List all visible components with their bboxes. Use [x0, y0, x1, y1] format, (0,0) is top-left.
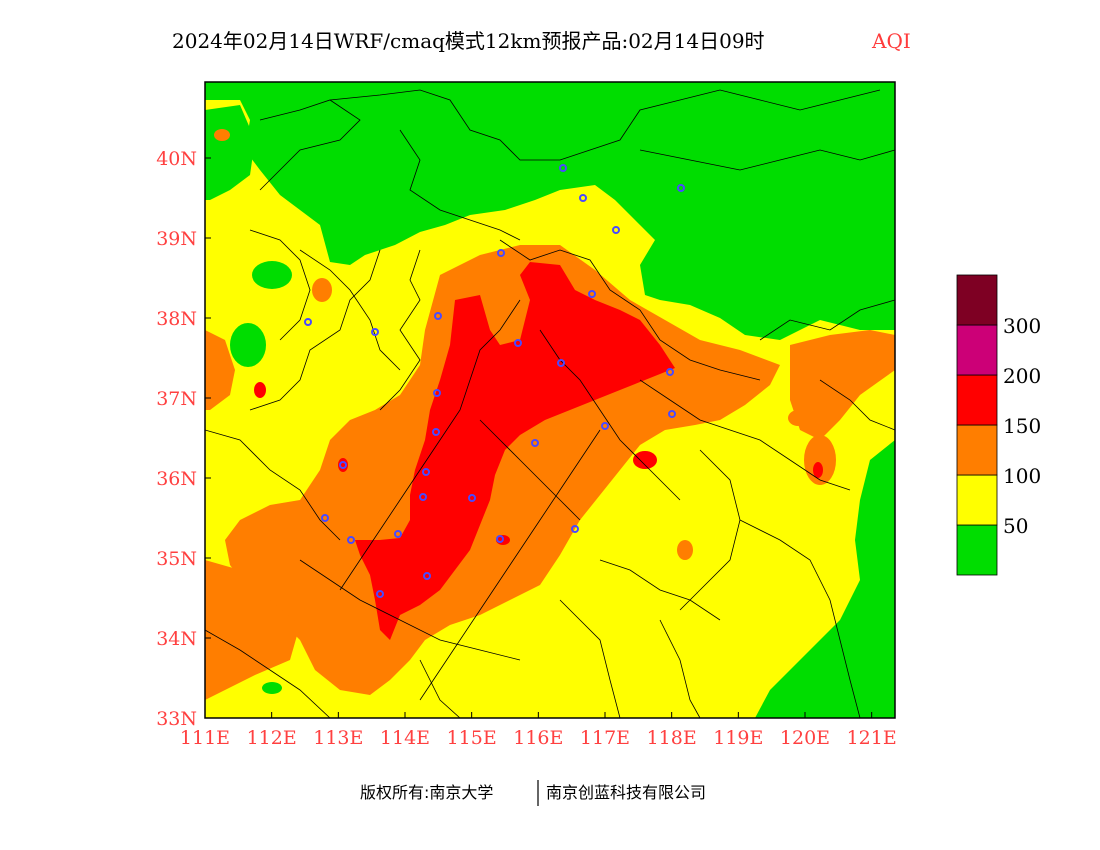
station-marker [419, 493, 427, 501]
copyright-credit: 版权所有:南京大学 [360, 783, 493, 802]
variable-label: AQI [871, 29, 911, 53]
admin-boundaries [205, 89, 895, 718]
y-tick-label: 40N [156, 148, 197, 170]
station-marker [423, 572, 431, 580]
aqi-zone-unhealthy-blob [633, 451, 657, 469]
legend-swatch [956, 474, 998, 526]
station-marker [514, 339, 522, 347]
aqi-zone-usg-east [790, 330, 895, 440]
station-marker [434, 312, 442, 320]
station-marker [347, 536, 355, 544]
x-tick-label: 115E [447, 727, 497, 749]
aqi-zone-good-north [205, 82, 895, 340]
station-marker [677, 184, 685, 192]
legend-label: 300 [1003, 314, 1041, 338]
station-marker [432, 428, 440, 436]
station-marker [497, 249, 505, 257]
station-marker [557, 359, 565, 367]
x-tick-label: 117E [580, 727, 630, 749]
aqi-zone-usg-blob [788, 410, 808, 426]
legend-label: 200 [1003, 364, 1041, 388]
legend-label: 50 [1003, 514, 1028, 538]
station-marker [468, 494, 476, 502]
aqi-zone-usg-blob [804, 435, 836, 485]
station-marker [531, 439, 539, 447]
figure-title: 2024年02月14日WRF/cmaq模式12km预报产品:02月14日09时 [172, 29, 765, 53]
y-tick-label: 34N [156, 628, 197, 650]
station-marker [666, 368, 674, 376]
legend-label: 150 [1003, 414, 1041, 438]
station-marker [433, 389, 441, 397]
aqi-color-legend: 50 100 150 200 300 [956, 274, 1041, 576]
x-tick-label: 119E [713, 727, 763, 749]
y-axis-latitude: 33N 34N 35N 36N 37N 38N 39N 40N [156, 148, 211, 730]
y-tick-label: 36N [156, 468, 197, 490]
aqi-zone-good-blob [230, 323, 266, 367]
aqi-zone-good-blob [262, 682, 282, 694]
aqi-zone-unhealthy-blob [813, 462, 823, 478]
aqi-zone-usg-blob [312, 278, 332, 302]
station-marker [371, 328, 379, 336]
x-tick-label: 120E [780, 727, 830, 749]
x-axis-longitude: 111E 112E 113E 114E 115E 116E 117E 118E 119E 120E… [180, 712, 897, 749]
x-tick-label: 113E [313, 727, 363, 749]
legend-label: 100 [1003, 464, 1041, 488]
y-tick-label: 38N [156, 308, 197, 330]
station-marker [394, 530, 402, 538]
map-frame [204, 81, 896, 719]
y-tick-label: 37N [156, 388, 197, 410]
station-marker [304, 318, 312, 326]
y-tick-label: 35N [156, 548, 197, 570]
x-tick-label: 116E [513, 727, 563, 749]
x-tick-label: 114E [380, 727, 430, 749]
legend-swatch [956, 524, 998, 576]
legend-swatch [956, 374, 998, 426]
x-tick-label: 111E [180, 727, 230, 749]
aqi-zone-usg-southwest [205, 560, 300, 700]
aqi-zone-unhealthy-blob [338, 458, 348, 472]
station-marker [559, 164, 567, 172]
aqi-zone-usg-blob [214, 129, 230, 141]
station-marker [422, 468, 430, 476]
station-marker [571, 525, 579, 533]
y-tick-label: 39N [156, 228, 197, 250]
y-tick-label: 33N [156, 708, 197, 730]
station-marker [612, 226, 620, 234]
station-marker [339, 461, 347, 469]
aqi-zone-usg-blob [677, 540, 693, 560]
station-markers [304, 164, 685, 598]
map-panel [204, 81, 896, 719]
legend-swatch [956, 424, 998, 476]
station-marker [376, 590, 384, 598]
aqi-zone-good-east [755, 440, 895, 718]
aqi-zone-good-west [205, 105, 255, 200]
station-marker [668, 410, 676, 418]
legend-swatch [956, 324, 998, 376]
aqi-zone-moderate-beijing [525, 190, 640, 290]
x-tick-label: 118E [647, 727, 697, 749]
station-marker [588, 290, 596, 298]
station-marker [321, 514, 329, 522]
aqi-zone-unhealthy-blob [254, 382, 266, 398]
legend-swatch [956, 274, 998, 326]
x-tick-label: 112E [247, 727, 297, 749]
aqi-zone-unhealthy-main [355, 262, 675, 640]
company-credit: 南京创蓝科技有限公司 [546, 783, 706, 802]
aqi-zone-good-blob [252, 261, 292, 289]
x-tick-label: 121E [847, 727, 897, 749]
station-marker [496, 535, 504, 543]
station-marker [579, 194, 587, 202]
aqi-zone-usg-west [205, 330, 235, 410]
station-marker [601, 422, 609, 430]
